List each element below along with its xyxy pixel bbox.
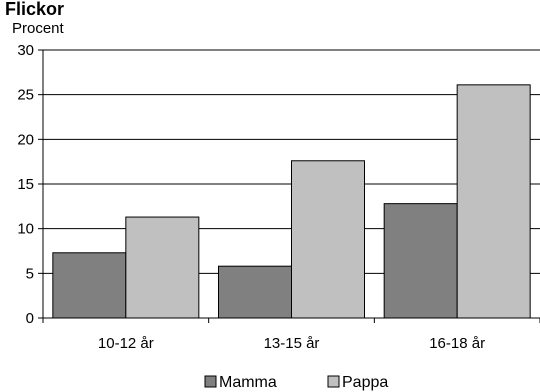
legend-label-mamma: Mamma bbox=[219, 374, 277, 391]
y-axis-label: Procent bbox=[12, 20, 65, 37]
y-tick-label: 15 bbox=[17, 176, 34, 193]
y-tick-label: 25 bbox=[17, 87, 34, 104]
x-tick-label: 10-12 år bbox=[98, 335, 154, 352]
bar-pappa-1 bbox=[125, 216, 200, 319]
y-tick-labels: 0 5 10 15 20 25 30 bbox=[17, 42, 34, 327]
y-tick-label: 30 bbox=[17, 42, 34, 59]
x-tick-label: 13-15 år bbox=[264, 335, 320, 352]
bar-pappa-3 bbox=[456, 84, 531, 319]
legend: Mamma Pappa bbox=[204, 374, 388, 391]
bars bbox=[52, 84, 531, 319]
y-tick-label: 20 bbox=[17, 131, 34, 148]
legend-swatch-mamma bbox=[204, 375, 217, 388]
chart-title: Flickor bbox=[5, 0, 64, 19]
bar-pappa-2 bbox=[291, 160, 365, 319]
bar-mamma-2 bbox=[218, 265, 292, 319]
y-tick-label: 10 bbox=[17, 221, 34, 238]
y-tick-label: 5 bbox=[26, 265, 34, 282]
bar-mamma-3 bbox=[383, 203, 458, 319]
y-tick-label: 0 bbox=[26, 310, 34, 327]
bar-mamma-1 bbox=[52, 252, 127, 319]
x-tick-labels: 10-12 år 13-15 år 16-18 år bbox=[98, 335, 485, 352]
x-tick-label: 16-18 år bbox=[429, 335, 485, 352]
axes bbox=[42, 50, 540, 323]
legend-label-pappa: Pappa bbox=[342, 374, 388, 391]
legend-swatch-pappa bbox=[327, 375, 340, 388]
